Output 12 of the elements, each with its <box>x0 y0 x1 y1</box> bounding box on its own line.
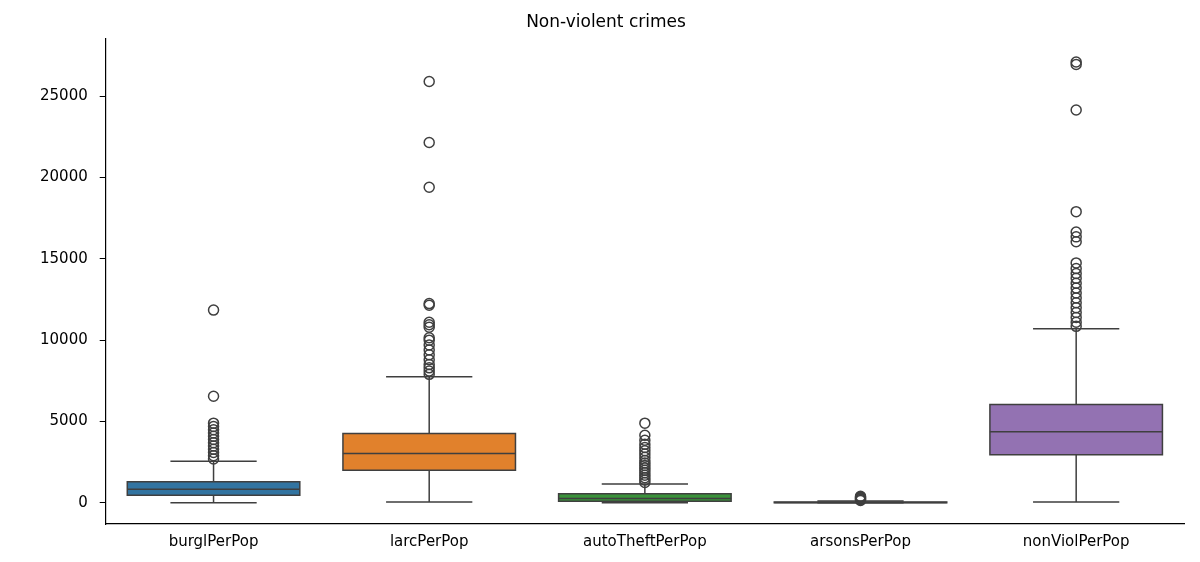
y-tick-label: 5000 <box>49 411 88 430</box>
x-tick-label: burglPerPop <box>168 531 259 550</box>
y-tick-label: 20000 <box>40 167 88 186</box>
y-tick-label: 10000 <box>40 330 88 349</box>
x-tick-label: autoTheftPerPop <box>583 531 707 550</box>
x-tick-label: larcPerPop <box>389 531 469 550</box>
x-tick-label: arsonsPerPop <box>810 531 911 550</box>
chart-title: Non-violent crimes <box>526 10 686 31</box>
y-tick-label: 0 <box>78 492 88 511</box>
x-tick-label: nonViolPerPop <box>1022 531 1130 550</box>
y-tick-label: 15000 <box>40 248 88 267</box>
y-tick-label: 25000 <box>40 86 88 105</box>
